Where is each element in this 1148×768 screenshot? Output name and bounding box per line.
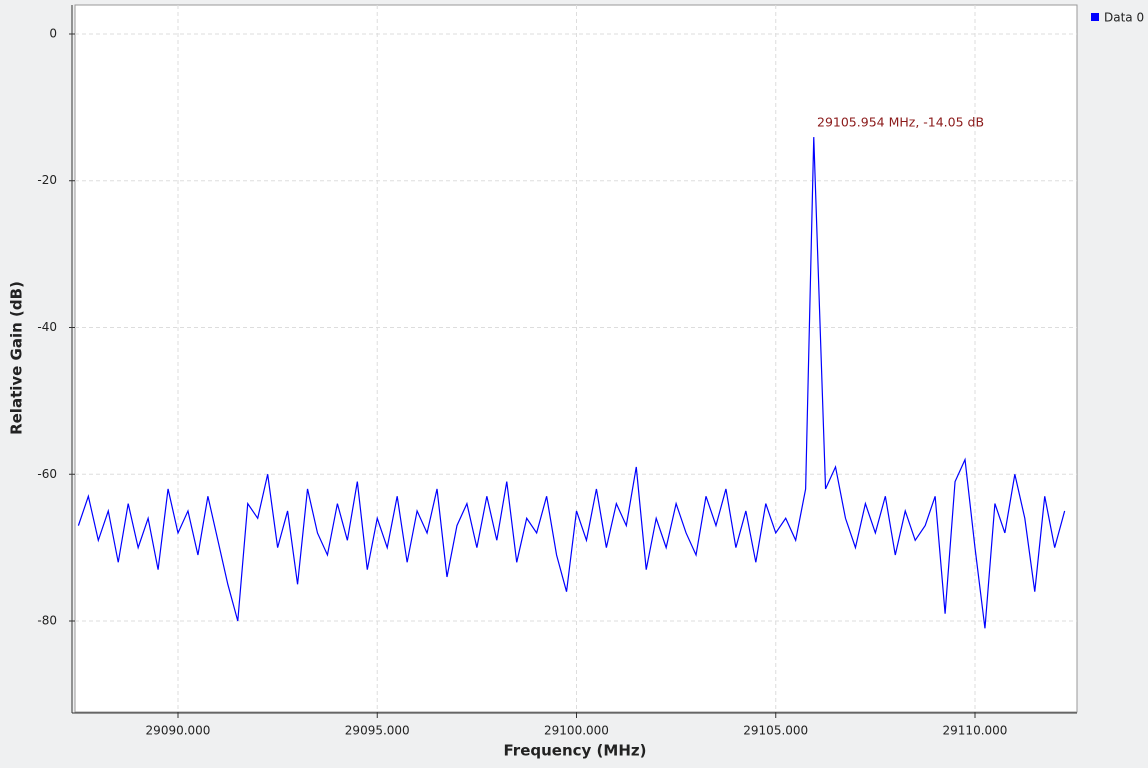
x-tick-label: 29110.000 <box>943 724 1008 738</box>
x-tick-label: 29090.000 <box>146 724 211 738</box>
y-axis-label: Relative Gain (dB) <box>8 281 26 435</box>
spectrum-line <box>77 137 1066 629</box>
x-tick-label: 29105.000 <box>743 724 808 738</box>
x-tick-label: 29100.000 <box>544 724 609 738</box>
y-tick-label: -60 <box>37 467 57 481</box>
y-tick-label: 0 <box>49 26 57 40</box>
y-tick-label: -40 <box>37 320 57 334</box>
legend-swatch <box>1091 13 1099 21</box>
x-axis-label: Frequency (MHz) <box>504 742 647 760</box>
peak-annotation: 29105.954 MHz, -14.05 dB <box>817 115 984 130</box>
y-tick-label: -20 <box>37 173 57 187</box>
x-tick-label: 29095.000 <box>345 724 410 738</box>
legend-label: Data 0 <box>1104 11 1144 25</box>
y-tick-label: -80 <box>37 614 57 628</box>
